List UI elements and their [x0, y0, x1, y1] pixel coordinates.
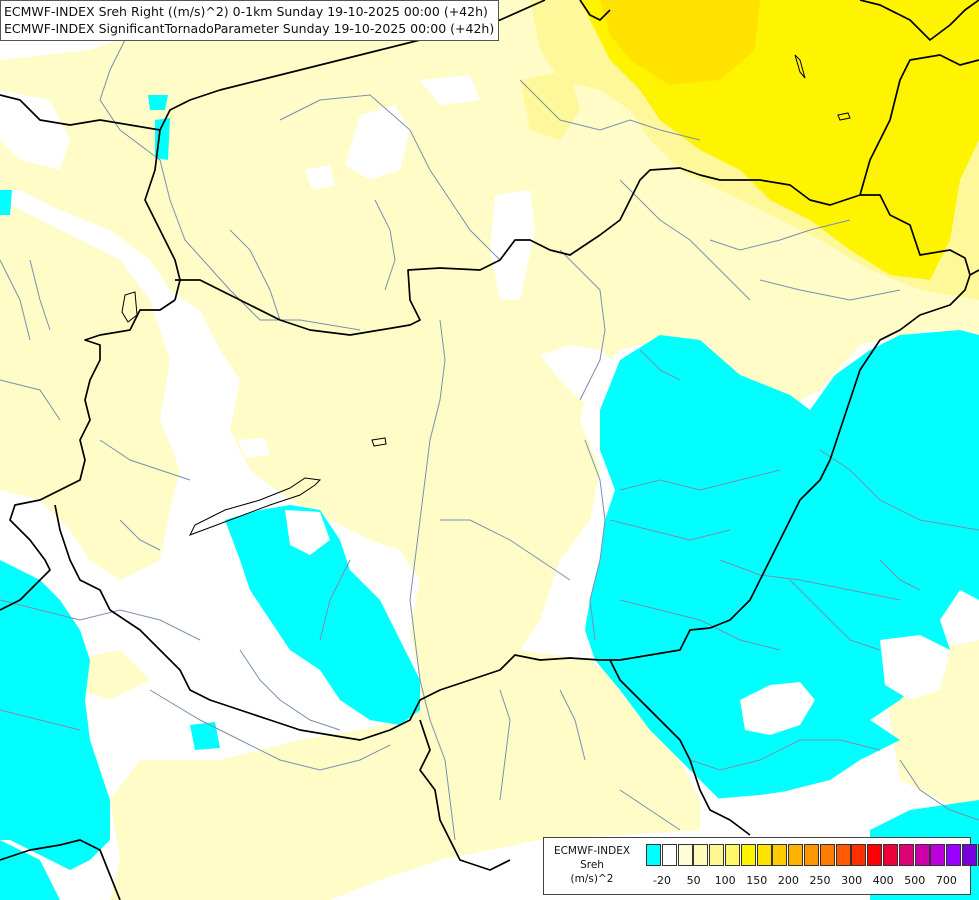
legend-tick-label: 300 [841, 874, 863, 887]
legend-tick-label: 50 [686, 874, 701, 887]
legend-swatches [646, 844, 979, 866]
legend-swatch [882, 844, 898, 866]
legend-variable: Sreh [580, 859, 604, 871]
legend-swatch [851, 844, 867, 866]
shading-yellow [520, 0, 979, 300]
legend-swatch [709, 844, 725, 866]
legend-swatch [677, 844, 693, 866]
legend-swatch [740, 844, 756, 866]
legend-label: ECMWF-INDEX Sreh (m/s)^2 [546, 844, 638, 886]
legend-swatch [914, 844, 930, 866]
legend-swatch [946, 844, 962, 866]
legend-swatch [819, 844, 835, 866]
legend-swatch [977, 844, 979, 866]
legend-swatch [756, 844, 772, 866]
legend-ticks: -20 50 100 150 200 250 300 400 500 700 [644, 874, 970, 890]
legend-tick-label: 500 [904, 874, 926, 887]
color-legend: ECMWF-INDEX Sreh (m/s)^2 -20 50 100 150 200 2… [543, 837, 979, 895]
legend-swatch [898, 844, 914, 866]
legend-swatch [803, 844, 819, 866]
legend-swatch [867, 844, 883, 866]
legend-source: ECMWF-INDEX [553, 845, 631, 857]
map-title-line-1: ECMWF-INDEX Sreh Right ((m/s)^2) 0-1km S… [4, 4, 488, 19]
legend-swatch [646, 844, 661, 866]
lakes [121, 54, 851, 536]
legend-swatch [835, 844, 851, 866]
shading-white [0, 75, 620, 458]
legend-swatch [772, 844, 788, 866]
map-title-line-2: ECMWF-INDEX SignificantTornadoParameter … [4, 21, 495, 36]
legend-tick-label: 700 [935, 874, 957, 887]
legend-tick-label: 250 [809, 874, 831, 887]
legend-unit: (m/s)^2 [570, 873, 614, 885]
map-title-box: ECMWF-INDEX Sreh Right ((m/s)^2) 0-1km S… [0, 0, 500, 41]
legend-swatch [724, 844, 740, 866]
legend-swatch [693, 844, 709, 866]
legend-swatch [930, 844, 946, 866]
shading-white-islands [285, 510, 950, 835]
legend-tick-label: 100 [714, 874, 736, 887]
legend-tick-label: -20 [653, 874, 671, 887]
legend-tick-label: 200 [777, 874, 799, 887]
legend-tick-label: 400 [872, 874, 894, 887]
legend-swatch [661, 844, 677, 866]
rivers [0, 0, 979, 841]
legend-swatch [788, 844, 804, 866]
legend-swatch [961, 844, 977, 866]
legend-tick-label: 150 [746, 874, 768, 887]
